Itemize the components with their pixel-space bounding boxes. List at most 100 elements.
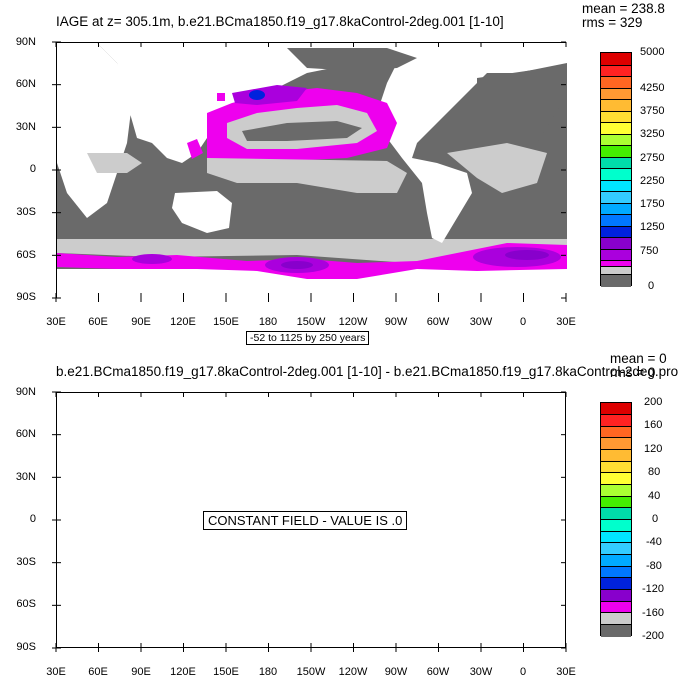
panel1-lon-label: 180 (258, 316, 278, 328)
colorbar-box (601, 532, 631, 543)
panel2-lat-label: 30S (16, 556, 36, 568)
colorbar-box (601, 275, 631, 287)
panel2-mean: mean = 0 (610, 351, 667, 366)
north-pacific-core (242, 121, 362, 141)
panel2-lon-label: 30E (556, 666, 576, 678)
panel1-lat-label: 30S (16, 206, 36, 218)
colorbar-label: 2750 (640, 152, 665, 164)
colorbar-box (601, 508, 631, 520)
colorbar-box (601, 89, 631, 100)
panel2-lon-label: 0 (519, 666, 527, 678)
panel2-lon-label: 180 (258, 666, 278, 678)
colorbar-box (601, 77, 631, 89)
colorbar-box (601, 267, 631, 275)
colorbar-label: 5000 (640, 46, 665, 58)
colorbar-box (601, 497, 631, 508)
colorbar-box (601, 450, 631, 462)
purple-core-pacific (281, 261, 313, 269)
panel2-lon-label: 60W (426, 666, 450, 678)
panel1-lon-label: 60W (426, 316, 450, 328)
africa-land (57, 43, 132, 218)
panel1-lon-label: 30E (46, 316, 66, 328)
colorbar-box (601, 135, 631, 146)
colorbar-box (601, 427, 631, 438)
colorbar-box (601, 146, 631, 158)
panel2-lat-label: 90N (15, 386, 36, 398)
colorbar-box (601, 123, 631, 135)
colorbar-box (601, 169, 631, 181)
colorbar-label: -160 (642, 607, 665, 619)
panel1-lon-label: 30E (556, 316, 576, 328)
colorbar-box (601, 555, 631, 567)
colorbar-label: 0 (648, 280, 655, 292)
colorbar-box (601, 261, 631, 267)
purple-core-atlantic (505, 250, 549, 260)
bering-purple (232, 85, 307, 105)
panel1-lat-label: 0 (29, 163, 36, 175)
panel1-colorbar (600, 52, 632, 287)
okhotsk-magenta (217, 93, 225, 101)
panel2-lon-label: 90E (131, 666, 151, 678)
panel2-lon-label: 120W (338, 666, 368, 678)
colorbar-box (601, 403, 631, 415)
panel1-mean: mean = 238.8 (582, 1, 665, 16)
colorbar-label: 2250 (640, 175, 665, 187)
panel2-lon-label: 90W (384, 666, 408, 678)
north-atlantic (477, 68, 562, 143)
colorbar-box (601, 238, 631, 250)
panel1-lon-label: 150E (213, 316, 239, 328)
panel2-lat-label: 30N (15, 471, 36, 483)
panel1-lon-label: 90W (384, 316, 408, 328)
panel2-lon-label: 30W (469, 666, 493, 678)
panel2-title: b.e21.BCma1850.f19_g17.8kaControl-2deg.0… (56, 364, 679, 379)
panel1-lon-label: 60E (88, 316, 108, 328)
constant-field-label: CONSTANT FIELD - VALUE IS .0 (203, 511, 408, 530)
americas-land (377, 43, 497, 243)
panel2-rms: rms = 0 (610, 365, 656, 380)
panel1-lat-label: 60N (15, 78, 36, 90)
colorbar-box (601, 438, 631, 450)
colorbar-box (601, 53, 631, 66)
bering-blue-core (249, 90, 265, 100)
arctic-ocean (287, 48, 417, 71)
colorbar-label: -40 (646, 536, 662, 548)
colorbar-box (601, 100, 631, 112)
colorbar-box (601, 227, 631, 238)
colorbar-box (601, 204, 631, 215)
colorbar-box (601, 462, 631, 473)
colorbar-box (601, 415, 631, 427)
colorbar-box (601, 485, 631, 497)
colorbar-box (601, 215, 631, 227)
tropical-pacific-grey (207, 158, 407, 193)
panel1-title: IAGE at z= 305.1m, b.e21.BCma1850.f19_g1… (56, 14, 504, 29)
marginal-sea-magenta (187, 139, 203, 159)
colorbar-box (601, 590, 631, 602)
colorbar-box (601, 250, 631, 261)
panel1-lon-label: 150W (296, 316, 326, 328)
colorbar-label: 1250 (640, 221, 665, 233)
panel1-map (56, 42, 567, 299)
panel1-lon-label: 30W (469, 316, 493, 328)
panel1-contour-note: -52 to 1125 by 250 years (246, 331, 370, 345)
colorbar-box (601, 181, 631, 192)
colorbar-box (601, 543, 631, 555)
tropical-atlantic-grey (447, 143, 547, 193)
colorbar-label: 120 (644, 443, 663, 455)
panel1-lat-label: 90N (15, 36, 36, 48)
colorbar-box (601, 158, 631, 169)
panel1-lon-label: 120E (170, 316, 196, 328)
panel2-lat-label: 0 (29, 513, 36, 525)
panel1-lon-label: 90E (131, 316, 151, 328)
colorbar-label: 3250 (640, 128, 665, 140)
colorbar-label: 4250 (640, 82, 665, 94)
eurasia-land (97, 43, 457, 163)
colorbar-label: 160 (644, 419, 663, 431)
arctic-land (437, 43, 567, 73)
colorbar-box (601, 520, 631, 532)
panel2-lon-label: 60E (88, 666, 108, 678)
panel1-lon-label: 0 (519, 316, 527, 328)
panel2-lat-label: 60S (16, 598, 36, 610)
panel2-lat-label: 60N (15, 428, 36, 440)
panel2-lat-label: 90S (16, 641, 36, 653)
